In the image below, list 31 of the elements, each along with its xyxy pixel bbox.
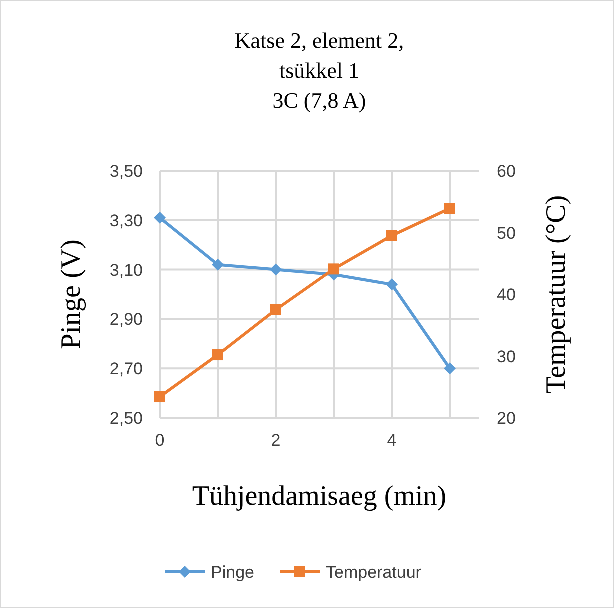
y-tick-label: 3,30	[110, 211, 143, 230]
point	[386, 278, 398, 291]
y-tick-label: 2,70	[110, 360, 143, 379]
point	[270, 264, 282, 276]
x-tick-label: 0	[155, 431, 165, 450]
point	[270, 304, 282, 316]
y-tick-label: 2,90	[110, 310, 143, 330]
point	[328, 264, 340, 275]
legend-label: Pinge	[211, 563, 254, 582]
y2-tick-label: 40	[497, 286, 516, 304]
point	[212, 350, 224, 361]
y-tick-label: 2,50	[110, 409, 143, 428]
y-tick-label: 3,10	[110, 260, 143, 280]
point	[154, 392, 166, 403]
point	[212, 258, 224, 271]
point	[386, 230, 398, 242]
point	[444, 203, 456, 214]
y2-tick-label: 20	[497, 409, 516, 428]
x-tick-label: 2	[271, 431, 281, 450]
x-axis-title: Tühjendamisaeg (min)	[192, 481, 447, 512]
y2-tick-label: 60	[497, 162, 516, 181]
chart-title: Katse 2, element 2, tsükkel 1 3C (7,8 A)	[234, 28, 404, 113]
point	[154, 212, 166, 224]
y2-tick-label: 30	[497, 347, 516, 366]
point	[444, 362, 456, 375]
x-tick-label: 4	[387, 431, 397, 450]
y2-tick-label: 50	[497, 224, 516, 243]
y-tick-label: 3,50	[110, 162, 143, 181]
legend-label: Temperatuur	[326, 563, 422, 582]
y2-axis-title: Temperatuur (°C)	[541, 195, 572, 394]
y-axis-title: Pinge (V)	[56, 240, 87, 350]
